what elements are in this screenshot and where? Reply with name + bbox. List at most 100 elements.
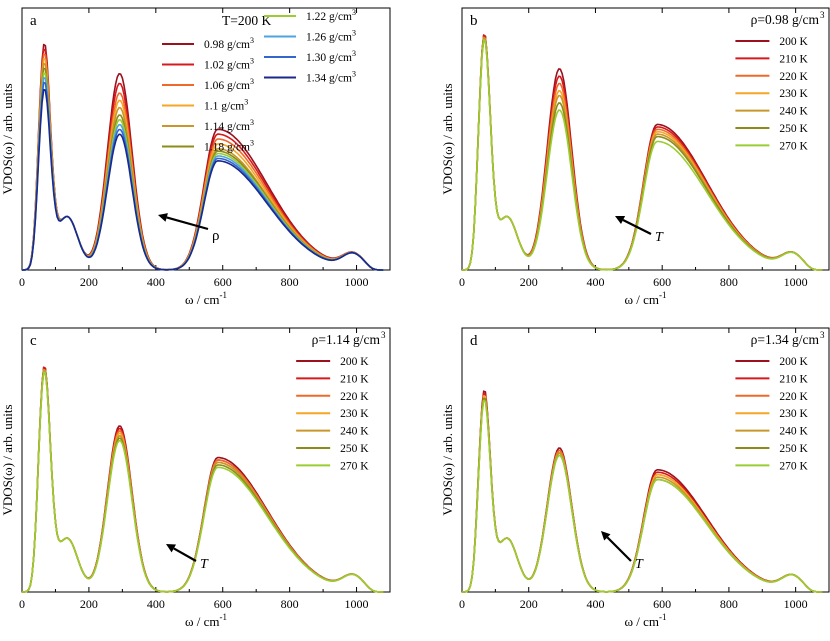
- series-line: [461, 36, 823, 271]
- x-axis-label-text: ω / cm: [185, 614, 220, 629]
- legend-label: 1.18 g/cm3: [204, 139, 254, 154]
- legend-label: 1.02 g/cm3: [204, 57, 254, 72]
- x-tick-label: 400: [586, 597, 604, 611]
- x-tick-label: 200: [520, 597, 538, 611]
- legend-label: 230 K: [779, 408, 808, 420]
- series-line: [22, 72, 384, 271]
- series-line: [21, 58, 384, 271]
- legend-label: 270 K: [779, 140, 808, 152]
- legend-label: 240 K: [340, 426, 369, 438]
- x-tick-label: 400: [147, 275, 165, 289]
- panel-b: 0 200 400 600 800 1000 ω / cm-1 VDOS(ω) / arb. …: [440, 7, 830, 307]
- x-tick-label: 600: [653, 275, 671, 289]
- legend-label-exponent: 3: [250, 36, 254, 45]
- legend-header-exponent: 3: [820, 10, 825, 20]
- legend-header: ρ=1.14 g/cm: [312, 332, 381, 347]
- x-axis-label-exponent: -1: [220, 612, 228, 622]
- legend-label-exponent: 3: [352, 49, 356, 58]
- legend-label: 230 K: [340, 408, 369, 420]
- legend-label-text: 1.22 g/cm: [306, 11, 352, 23]
- plot-frame: [21, 7, 391, 271]
- x-tick-label: 800: [281, 597, 299, 611]
- x-tick-label: 1000: [784, 597, 808, 611]
- panel-a: 0 200 400 600 800 1000 ω / cm-1 VDOS(ω) / arb. …: [0, 7, 391, 307]
- legend-label: 200 K: [779, 356, 808, 368]
- series-line: [21, 371, 384, 593]
- x-tick-label: 600: [653, 597, 671, 611]
- x-tick-label: 0: [19, 597, 25, 611]
- legend-label: 240 K: [779, 106, 808, 118]
- x-axis-label-text: ω / cm: [624, 614, 659, 629]
- legend-header-exponent: 3: [820, 330, 825, 340]
- x-axis-label-exponent: -1: [659, 612, 667, 622]
- legend: ρ=1.34 g/cm 3 200 K 210 K 220 K 230 K 240 K 250…: [735, 330, 825, 472]
- x-tick-label: 200: [80, 597, 98, 611]
- legend-label-exponent: 3: [250, 57, 254, 66]
- trend-arrow-label: ρ: [212, 228, 220, 244]
- x-tick-label: 1000: [784, 275, 808, 289]
- legend-label: 250 K: [779, 123, 808, 135]
- x-tick-label: 800: [720, 275, 738, 289]
- series-line: [461, 39, 823, 271]
- series-line: [22, 81, 384, 271]
- series-line: [22, 88, 384, 271]
- legend-label: 0.98 g/cm3: [204, 36, 254, 51]
- x-tick-label: 200: [80, 275, 98, 289]
- plot-frame: [21, 327, 391, 593]
- panel-letter: c: [30, 333, 37, 349]
- x-axis-label: ω / cm-1: [185, 612, 227, 629]
- y-axis-label: VDOS(ω) / arb. units: [0, 404, 15, 515]
- trend-arrow-shaft: [166, 216, 209, 231]
- legend-label-exponent: 3: [250, 139, 254, 148]
- y-axis-label: VDOS(ω) / arb. units: [440, 404, 455, 515]
- series-line: [22, 62, 384, 271]
- legend-label: 220 K: [340, 391, 369, 403]
- trend-arrow-label: T: [635, 557, 644, 572]
- legend-label: 1.26 g/cm3: [306, 29, 356, 44]
- legend-label-text: 1.26 g/cm: [306, 32, 352, 44]
- legend-label-text: 1.30 g/cm: [306, 52, 352, 64]
- legend-label: 200 K: [779, 36, 808, 48]
- x-axis-label-text: ω / cm: [624, 292, 659, 307]
- plot-frame: [461, 7, 830, 271]
- trend-arrow-head: [166, 544, 176, 553]
- x-axis-label-exponent: -1: [659, 290, 667, 300]
- x-tick-label: 800: [281, 275, 299, 289]
- legend-label-exponent: 3: [250, 118, 254, 127]
- legend-label-text: 1.14 g/cm: [204, 121, 250, 133]
- legend-label-exponent: 3: [352, 29, 356, 38]
- x-axis-label: ω / cm-1: [185, 290, 227, 307]
- x-axis-label-exponent: -1: [220, 290, 228, 300]
- legend-label: 1.30 g/cm3: [306, 49, 356, 64]
- trend-arrow-head: [158, 213, 168, 222]
- legend-label: 270 K: [779, 460, 808, 472]
- panel-letter: b: [470, 13, 478, 29]
- panel-letter: d: [470, 333, 478, 349]
- trend-arrow-shaft: [173, 547, 197, 562]
- trend-arrow-label: T: [655, 230, 664, 245]
- legend-label-exponent: 3: [352, 8, 356, 17]
- panel-d: 0 200 400 600 800 1000 ω / cm-1 VDOS(ω) / arb. …: [440, 327, 830, 629]
- legend-label: 210 K: [779, 373, 808, 385]
- x-tick-label: 1000: [345, 597, 369, 611]
- trend-arrow-head: [601, 531, 611, 541]
- legend-label: 270 K: [340, 460, 369, 472]
- legend-label: 220 K: [779, 391, 808, 403]
- plot-frame: [461, 327, 830, 593]
- x-tick-label: 0: [19, 275, 25, 289]
- trend-arrow-shaft: [606, 536, 632, 562]
- legend-label: 1.1 g/cm3: [204, 98, 248, 113]
- trend-arrow-label: T: [200, 557, 209, 572]
- x-tick-label: 0: [459, 275, 465, 289]
- x-axis-label: ω / cm-1: [624, 290, 666, 307]
- panel-letter: a: [30, 13, 37, 29]
- legend-label: 1.34 g/cm3: [306, 70, 356, 85]
- legend-label-text: 1.1 g/cm: [204, 101, 244, 113]
- series-line: [21, 53, 384, 271]
- x-tick-label: 0: [459, 597, 465, 611]
- legend-label-exponent: 3: [250, 77, 254, 86]
- series-line: [461, 39, 823, 271]
